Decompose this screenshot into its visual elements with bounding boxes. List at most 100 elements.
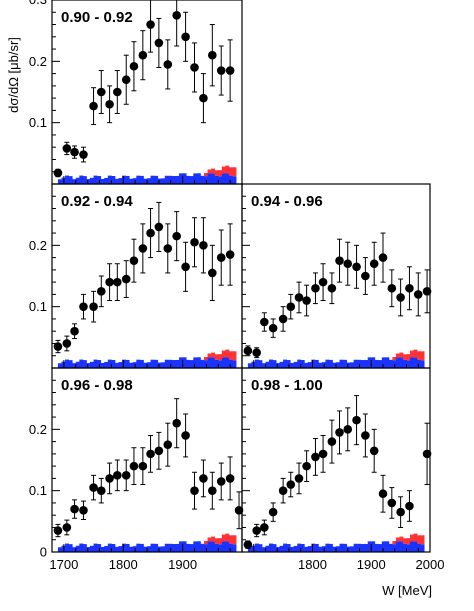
hist-bin-blue xyxy=(325,543,330,552)
hist-bin-blue xyxy=(189,176,194,184)
hist-bin-blue xyxy=(75,361,80,368)
data-points xyxy=(53,398,244,538)
hist-bin-red xyxy=(402,354,407,360)
hist-bin-blue xyxy=(82,176,87,184)
hist-bin-red xyxy=(402,538,407,544)
hist-bin-blue xyxy=(339,359,344,368)
hist-bin-blue xyxy=(283,359,288,368)
hist-bin-blue xyxy=(378,544,383,552)
data-point xyxy=(138,244,148,253)
data-point xyxy=(208,486,217,495)
data-point xyxy=(163,244,173,253)
hist-bin-blue xyxy=(311,359,316,368)
data-point xyxy=(361,431,370,440)
hist-bin-red xyxy=(204,356,208,361)
hist-bin-blue xyxy=(304,546,309,552)
hist-bin-blue xyxy=(413,541,418,552)
panel-title: 0.94 - 0.96 xyxy=(251,193,323,210)
acceptance-histogram xyxy=(247,533,425,552)
hist-bin-blue xyxy=(343,543,347,552)
data-point xyxy=(96,87,106,97)
hist-bin-blue xyxy=(276,547,280,552)
data-point xyxy=(318,449,328,459)
data-point xyxy=(335,256,344,265)
hist-bin-blue xyxy=(378,360,383,368)
hist-bin-blue xyxy=(258,360,263,368)
hist-bin-red xyxy=(228,535,233,544)
data-point xyxy=(96,486,106,495)
hist-bin-blue xyxy=(122,543,127,552)
data-point xyxy=(172,11,181,20)
data-point xyxy=(154,446,164,456)
hist-bin-blue xyxy=(154,543,159,552)
hist-bin-blue xyxy=(193,173,198,184)
x-tick-label: 1900 xyxy=(357,557,386,572)
acceptance-histogram xyxy=(57,349,237,368)
data-point xyxy=(378,253,388,262)
hist-bin-blue xyxy=(360,360,365,368)
hist-bin-blue xyxy=(86,547,91,552)
hist-bin-blue xyxy=(304,362,309,368)
hist-bin-blue xyxy=(269,359,273,368)
data-point xyxy=(387,283,397,293)
hist-bin-red xyxy=(211,352,216,358)
panel-title: 0.92 - 0.94 xyxy=(61,193,133,210)
hist-bin-blue xyxy=(139,543,144,552)
hist-bin-blue xyxy=(218,544,223,552)
hist-bin-blue xyxy=(207,357,212,368)
data-point xyxy=(105,99,114,109)
hist-bin-blue xyxy=(107,175,112,184)
hist-bin-blue xyxy=(150,175,155,184)
hist-bin-blue xyxy=(290,362,295,368)
data-points xyxy=(243,232,432,359)
data-point xyxy=(172,231,181,241)
hist-bin-red xyxy=(218,354,223,361)
hist-bin-blue xyxy=(221,357,226,368)
hist-bin-blue xyxy=(161,362,166,368)
y-tick-label: 0.1 xyxy=(29,115,47,130)
data-point xyxy=(172,418,181,428)
hist-bin-blue xyxy=(254,359,259,368)
hist-bin-blue xyxy=(68,544,73,552)
data-point xyxy=(154,38,164,48)
data-point xyxy=(146,449,155,459)
hist-bin-blue xyxy=(65,543,70,552)
hist-bin-red xyxy=(225,533,230,542)
hist-bin-red xyxy=(225,349,230,358)
hist-bin-blue xyxy=(136,359,141,368)
data-point xyxy=(138,50,148,60)
hist-bin-blue xyxy=(68,176,73,184)
data-point xyxy=(216,66,226,75)
hist-bin-blue xyxy=(221,541,226,552)
hist-bin-blue xyxy=(118,178,123,184)
hist-bin-red xyxy=(207,169,212,174)
hist-bin-blue xyxy=(179,173,184,184)
hist-bin-blue xyxy=(139,359,144,368)
hist-bin-red xyxy=(228,351,233,360)
y-tick-label: 0.1 xyxy=(29,299,47,314)
hist-bin-red xyxy=(392,540,397,545)
data-point xyxy=(70,504,79,514)
hist-bin-blue xyxy=(307,546,312,552)
hist-bin-blue xyxy=(107,543,112,552)
data-point xyxy=(268,507,278,517)
hist-bin-red xyxy=(420,535,425,545)
hist-bin-blue xyxy=(193,357,198,368)
data-point xyxy=(89,483,98,492)
data-point xyxy=(343,425,353,434)
hist-bin-blue xyxy=(72,179,77,184)
hist-bin-blue xyxy=(118,546,123,552)
hist-bin-blue xyxy=(232,544,237,552)
hist-bin-blue xyxy=(147,546,151,552)
data-point xyxy=(146,228,155,238)
hist-bin-blue xyxy=(93,543,98,552)
hist-bin-blue xyxy=(318,362,323,368)
data-points xyxy=(243,395,432,549)
x-axis-label: W [MeV] xyxy=(382,583,432,598)
data-point xyxy=(343,259,353,269)
hist-bin-blue xyxy=(65,359,70,368)
hist-bin-blue xyxy=(399,541,404,552)
hist-bin-blue xyxy=(175,543,180,552)
hist-bin-red xyxy=(221,350,226,358)
hist-bin-blue xyxy=(272,544,277,552)
